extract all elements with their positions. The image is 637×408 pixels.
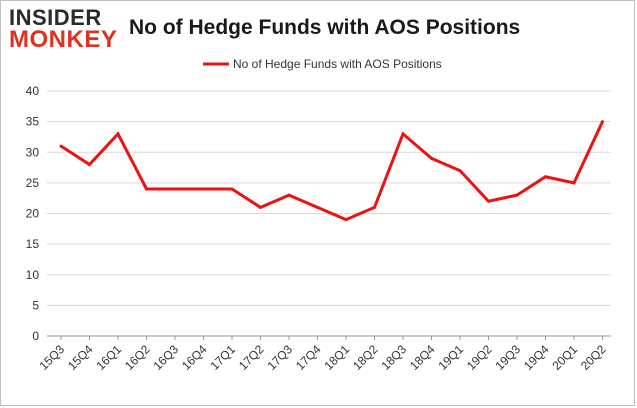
y-tick-label: 0	[32, 329, 39, 343]
data-point	[88, 163, 91, 166]
logo-text-monkey: MONKEY	[9, 26, 118, 53]
y-tick-label: 35	[26, 115, 40, 129]
y-tick-label: 15	[26, 237, 40, 251]
x-tick-label: 20Q1	[549, 342, 580, 373]
data-point	[145, 187, 148, 191]
legend: No of Hedge Funds with AOS Positions	[203, 57, 442, 71]
data-point	[515, 193, 519, 197]
data-point	[373, 205, 376, 209]
data-point	[59, 144, 63, 148]
chart-title: No of Hedge Funds with AOS Positions	[129, 16, 521, 39]
x-tick-labels: 15Q315Q416Q116Q216Q316Q417Q117Q217Q317Q4…	[36, 336, 609, 373]
data-point	[601, 120, 604, 124]
x-tick-label: 18Q1	[321, 342, 352, 373]
data-point	[487, 199, 490, 203]
legend-label: No of Hedge Funds with AOS Positions	[233, 57, 442, 71]
data-point	[572, 181, 576, 185]
y-tick-label: 40	[26, 84, 40, 98]
x-tick-label: 19Q4	[521, 342, 552, 373]
y-tick-labels: 0 5 10 15 20 25 30 35 40	[26, 84, 40, 343]
x-tick-label: 19Q1	[435, 342, 466, 373]
gridlines	[47, 90, 611, 337]
series-line	[60, 120, 604, 222]
x-tick-label: 20Q2	[578, 342, 609, 373]
x-tick-label: 16Q3	[150, 342, 181, 373]
data-point	[458, 169, 462, 173]
data-point	[173, 187, 177, 191]
data-point	[116, 132, 120, 136]
y-tick-label: 20	[26, 207, 40, 221]
x-tick-label: 16Q1	[93, 342, 124, 373]
insider-monkey-logo: INSIDER MONKEY	[9, 7, 121, 53]
x-tick-label: 15Q3	[36, 342, 67, 373]
data-point	[401, 132, 405, 136]
data-point	[202, 187, 205, 191]
x-tick-label: 16Q4	[179, 342, 210, 373]
y-tick-label: 30	[26, 145, 40, 159]
data-point	[230, 187, 234, 191]
x-tick-label: 19Q2	[464, 342, 495, 373]
x-tick-label: 19Q3	[492, 342, 523, 373]
x-tick-label: 18Q2	[350, 342, 381, 373]
x-tick-label: 17Q3	[264, 342, 295, 373]
data-point	[430, 156, 433, 160]
y-tick-label: 25	[26, 176, 40, 190]
y-tick-label: 5	[32, 298, 39, 312]
data-point	[316, 205, 319, 209]
data-point	[344, 218, 348, 222]
x-tick-label: 18Q4	[407, 342, 438, 373]
data-point	[287, 193, 291, 197]
x-tick-label: 17Q1	[207, 342, 238, 373]
data-point	[259, 205, 262, 209]
x-tick-label: 17Q4	[293, 342, 324, 373]
x-tick-label: 17Q2	[236, 342, 267, 373]
x-tick-label: 16Q2	[122, 342, 153, 373]
x-tick-label: 18Q3	[378, 342, 409, 373]
series-layer	[59, 120, 604, 222]
x-tick-label: 15Q4	[65, 342, 96, 373]
y-tick-label: 10	[26, 268, 40, 282]
logo-text-insider: INSIDER	[9, 5, 102, 30]
data-point	[544, 175, 547, 179]
